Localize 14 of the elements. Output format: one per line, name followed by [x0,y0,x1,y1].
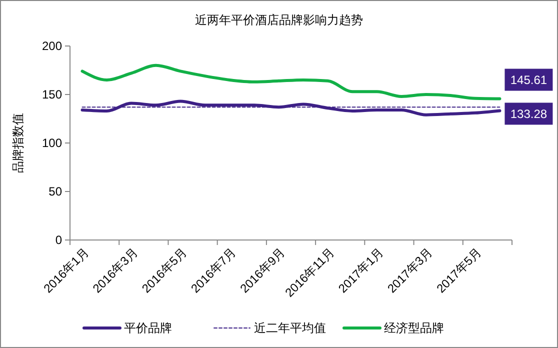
chart-title: 近两年平价酒店品牌影响力趋势 [195,13,363,27]
data-label: 133.28 [510,106,548,121]
y-axis-title: 品牌指数值 [11,113,25,173]
y-tick-label: 100 [42,136,62,150]
legend-label: 近二年平均值 [254,321,326,336]
y-tick-label: 200 [42,39,62,54]
line-series [80,100,502,116]
legend-label: 平价品牌 [124,321,172,336]
y-tick-label: 50 [48,184,62,199]
y-tick-label: 150 [42,88,62,102]
data-label: 145.61 [510,72,548,87]
line-series [80,64,502,100]
y-tick-label: 0 [55,233,62,248]
legend-label: 经济型品牌 [384,321,444,336]
